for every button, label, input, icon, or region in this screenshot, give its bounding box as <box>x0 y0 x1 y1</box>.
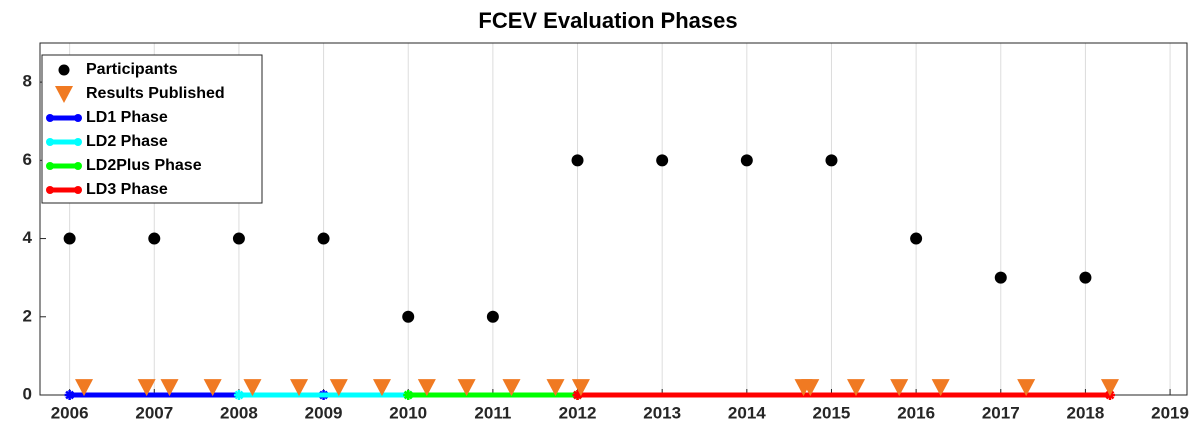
result-marker <box>546 379 565 397</box>
result-marker <box>890 379 909 397</box>
result-marker <box>1017 379 1036 397</box>
chart-title: FCEV Evaluation Phases <box>478 8 737 33</box>
legend-swatch-marker <box>74 138 82 146</box>
x-tick-label: 2006 <box>51 403 89 422</box>
legend-label: LD1 Phase <box>86 109 168 126</box>
legend-swatch-marker <box>46 162 54 170</box>
phase-marker <box>64 390 75 400</box>
participant-point <box>317 232 330 245</box>
participant-point <box>910 232 923 245</box>
participant-point <box>571 154 584 167</box>
legend-swatch-marker <box>46 186 54 194</box>
legend-swatch-marker <box>74 114 82 122</box>
participant-point <box>232 232 245 245</box>
x-tick-label: 2007 <box>135 403 173 422</box>
result-marker <box>372 379 391 397</box>
legend-swatch-marker <box>74 186 82 194</box>
x-tick-label: 2008 <box>220 403 258 422</box>
result-marker <box>1100 379 1119 397</box>
participant-point <box>486 310 499 323</box>
marker-stroke <box>403 390 413 400</box>
marker-stroke <box>234 390 244 400</box>
legend-label: Results Published <box>86 85 225 102</box>
x-tick-label: 2010 <box>389 403 427 422</box>
x-tick-label: 2014 <box>728 403 766 422</box>
y-tick-label: 6 <box>23 150 32 169</box>
phase-marker <box>233 390 244 400</box>
x-tick-label: 2013 <box>643 403 681 422</box>
y-tick-label: 4 <box>23 228 33 247</box>
result-marker <box>457 379 476 397</box>
participant-point <box>402 310 415 323</box>
legend-swatch-marker <box>46 114 54 122</box>
result-marker <box>502 379 521 397</box>
legend-label: LD3 Phase <box>86 181 168 198</box>
legend-box <box>41 54 263 204</box>
participant-point <box>825 154 838 167</box>
result-marker <box>847 379 866 397</box>
result-marker <box>243 379 262 397</box>
x-tick-label: 2011 <box>474 403 511 422</box>
y-tick-label: 2 <box>23 306 32 325</box>
y-tick-label: 0 <box>23 384 32 403</box>
participant-point <box>63 232 76 245</box>
legend-label: Participants <box>86 61 178 78</box>
result-marker <box>417 379 436 397</box>
x-tick-label: 2016 <box>897 403 935 422</box>
result-marker <box>137 379 156 397</box>
x-tick-label: 2018 <box>1067 403 1105 422</box>
result-marker <box>203 379 222 397</box>
result-marker <box>801 379 820 397</box>
result-marker <box>75 379 94 397</box>
x-tick-label: 2017 <box>982 403 1020 422</box>
y-tick-label: 8 <box>23 72 32 91</box>
x-tick-label: 2009 <box>305 403 343 422</box>
result-marker <box>329 379 348 397</box>
legend-swatch <box>58 64 70 76</box>
legend-swatch <box>55 86 73 103</box>
participant-point <box>656 154 669 167</box>
legend-swatch-marker <box>74 162 82 170</box>
result-marker <box>290 379 309 397</box>
participant-point <box>994 271 1007 284</box>
result-marker <box>160 379 179 397</box>
phase-marker <box>403 390 414 400</box>
x-tick-label: 2012 <box>559 403 597 422</box>
legend-label: LD2 Phase <box>86 133 168 150</box>
result-marker <box>931 379 950 397</box>
participant-point <box>148 232 161 245</box>
legend-label: LD2Plus Phase <box>86 157 202 174</box>
participant-point <box>1079 271 1092 284</box>
result-marker <box>571 379 590 397</box>
x-tick-label: 2015 <box>813 403 851 422</box>
participant-point <box>740 154 753 167</box>
x-tick-label: 2019 <box>1151 403 1189 422</box>
legend-swatch-marker <box>46 138 54 146</box>
legend: Participants Results Published LD1 Phase LD… <box>41 54 263 204</box>
marker-stroke <box>65 390 75 400</box>
